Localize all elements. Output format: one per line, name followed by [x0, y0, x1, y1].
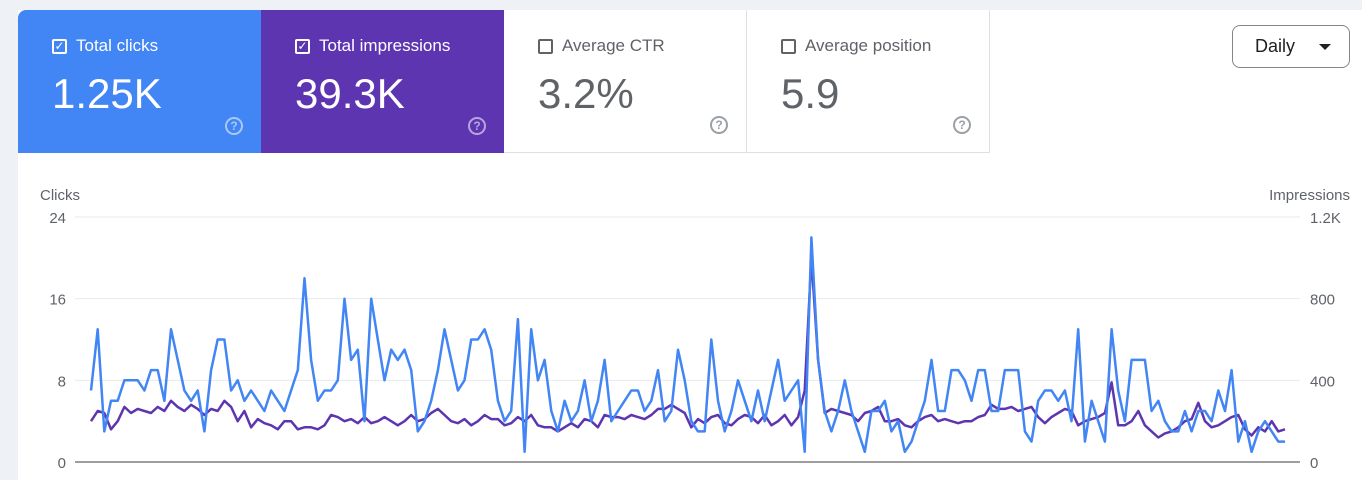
left-tick-label: 16 — [49, 292, 66, 309]
help-icon[interactable]: ? — [225, 117, 243, 135]
right-tick-label: 1.2K — [1310, 210, 1341, 227]
left-tick-label: 8 — [58, 373, 66, 390]
granularity-dropdown[interactable]: Daily — [1232, 25, 1350, 68]
left-tick-label: 24 — [49, 210, 66, 227]
right-tick-label: 800 — [1310, 292, 1335, 309]
performance-card: ✓ Total clicks 1.25K ? ✓ Total impressions… — [18, 10, 1362, 480]
metric-label: Average position — [805, 36, 932, 55]
metric-value: 1.25K — [52, 70, 162, 117]
help-icon[interactable]: ? — [953, 116, 971, 134]
right-tick-label: 0 — [1310, 455, 1318, 472]
help-icon[interactable]: ? — [710, 116, 728, 134]
metric-value: 3.2% — [538, 70, 634, 117]
metric-tile-total-clicks[interactable]: ✓ Total clicks 1.25K ? — [18, 10, 261, 153]
right-tick-label: 400 — [1310, 373, 1335, 390]
metric-tile-average-ctr[interactable]: Average CTR 3.2% ? — [504, 10, 747, 153]
metric-label: Total impressions — [319, 36, 451, 55]
checkbox-checked-icon[interactable]: ✓ — [52, 38, 67, 54]
checkbox-unchecked-icon[interactable] — [781, 38, 796, 54]
metric-label: Total clicks — [76, 36, 159, 55]
metric-label: Average CTR — [562, 36, 665, 55]
metric-tile-total-impressions[interactable]: ✓ Total impressions 39.3K ? — [261, 10, 504, 153]
caret-down-icon — [1319, 43, 1332, 50]
left-axis-label: Clicks — [40, 187, 80, 204]
checkbox-unchecked-icon[interactable] — [538, 38, 553, 54]
granularity-value: Daily — [1255, 36, 1296, 56]
metric-value: 39.3K — [295, 70, 405, 117]
metric-value: 5.9 — [781, 70, 840, 117]
series-line-total-impressions — [89, 256, 1286, 439]
metric-tile-average-position[interactable]: Average position 5.9 ? — [747, 10, 990, 153]
checkbox-checked-icon[interactable]: ✓ — [295, 38, 310, 54]
series-line-total-clicks — [89, 236, 1285, 454]
left-tick-label: 0 — [58, 455, 66, 472]
help-icon[interactable]: ? — [468, 117, 486, 135]
right-axis-label: Impressions — [1269, 187, 1350, 204]
